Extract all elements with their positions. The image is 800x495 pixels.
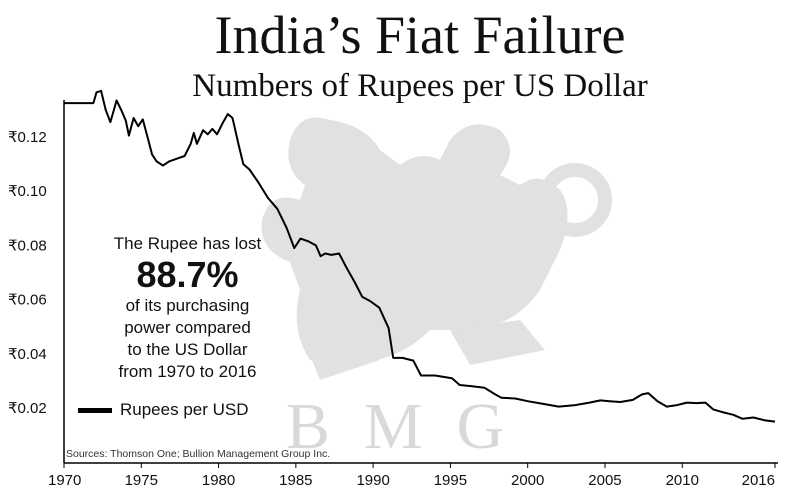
x-tick-label: 2010 <box>666 472 699 489</box>
watermark-text: BMG <box>286 390 538 463</box>
y-tick-label: ₹0.06 <box>8 292 47 309</box>
y-tick-label: ₹0.08 <box>8 237 47 254</box>
y-tick-label: ₹0.02 <box>8 400 47 417</box>
x-tick-label: 1980 <box>202 472 235 489</box>
legend-swatch <box>78 407 112 413</box>
annotation-line-4: to the US Dollar <box>127 340 248 359</box>
watermark-logo <box>261 117 612 380</box>
x-tick-label: 1975 <box>125 472 158 489</box>
chart-subtitle: Numbers of Rupees per US Dollar <box>192 68 648 104</box>
series-line-rupees-per-usd <box>64 89 776 423</box>
y-tick-label: ₹0.10 <box>8 183 47 200</box>
legend-label: Rupees per USD <box>120 400 249 419</box>
annotation-line-2: of its purchasing <box>125 296 250 315</box>
annotation: The Rupee has lost 88.7% of its purchasi… <box>85 233 290 383</box>
x-tick-label: 1970 <box>48 472 81 489</box>
y-tick-label: ₹0.04 <box>8 346 47 363</box>
annotation-line-5: from 1970 to 2016 <box>118 362 257 381</box>
x-tick-label: 2005 <box>588 472 621 489</box>
source-note: Sources: Thomson One; Bullion Management… <box>66 448 331 460</box>
annotation-line-3: power compared <box>124 318 251 337</box>
y-tick-label: ₹0.12 <box>8 129 47 146</box>
x-tick-label: 1995 <box>434 472 467 489</box>
legend: Rupees per USD <box>78 400 249 420</box>
chart-title: India’s Fiat Failure <box>214 5 626 65</box>
x-tick-label: 2016 <box>742 472 775 489</box>
annotation-percent: 88.7% <box>136 254 239 295</box>
x-tick-label: 1990 <box>356 472 389 489</box>
x-tick-label: 1985 <box>279 472 312 489</box>
annotation-line-1: The Rupee has lost <box>113 234 262 253</box>
x-tick-label: 2000 <box>511 472 544 489</box>
